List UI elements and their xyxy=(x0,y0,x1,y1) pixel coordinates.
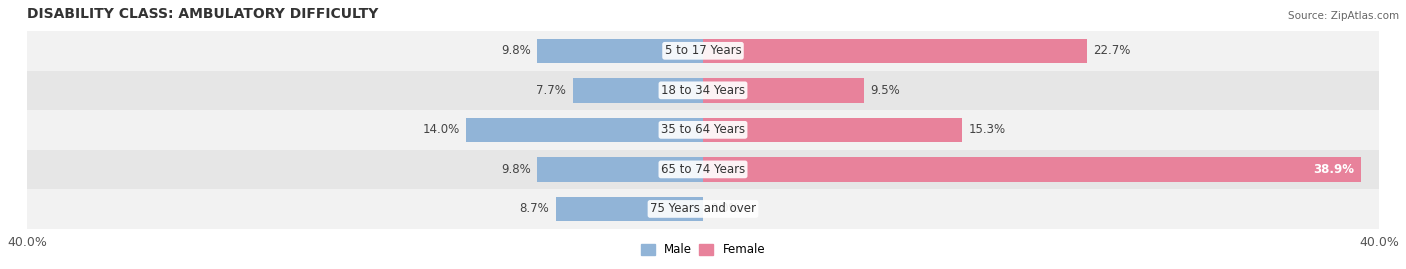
Bar xyxy=(572,78,703,102)
Text: 14.0%: 14.0% xyxy=(422,123,460,136)
Bar xyxy=(27,31,1379,70)
Text: 9.8%: 9.8% xyxy=(501,163,530,176)
Text: 18 to 34 Years: 18 to 34 Years xyxy=(661,84,745,97)
Text: 15.3%: 15.3% xyxy=(969,123,1005,136)
Bar xyxy=(467,118,703,142)
Text: 65 to 74 Years: 65 to 74 Years xyxy=(661,163,745,176)
Bar xyxy=(27,110,1379,150)
Bar xyxy=(27,189,1379,229)
Bar xyxy=(537,38,703,63)
Text: 22.7%: 22.7% xyxy=(1094,44,1130,57)
Bar xyxy=(703,157,1361,182)
Bar xyxy=(703,78,863,102)
Bar xyxy=(27,150,1379,189)
Bar xyxy=(703,118,962,142)
Text: 9.5%: 9.5% xyxy=(870,84,900,97)
Text: DISABILITY CLASS: AMBULATORY DIFFICULTY: DISABILITY CLASS: AMBULATORY DIFFICULTY xyxy=(27,7,378,21)
Text: 5 to 17 Years: 5 to 17 Years xyxy=(665,44,741,57)
Text: 8.7%: 8.7% xyxy=(519,203,550,215)
Bar xyxy=(537,157,703,182)
Text: 9.8%: 9.8% xyxy=(501,44,530,57)
Text: 7.7%: 7.7% xyxy=(536,84,567,97)
Bar xyxy=(703,38,1087,63)
Text: 0.0%: 0.0% xyxy=(710,203,740,215)
Text: 38.9%: 38.9% xyxy=(1313,163,1354,176)
Bar xyxy=(27,70,1379,110)
Bar xyxy=(555,197,703,221)
Text: 75 Years and over: 75 Years and over xyxy=(650,203,756,215)
Text: 35 to 64 Years: 35 to 64 Years xyxy=(661,123,745,136)
Text: Source: ZipAtlas.com: Source: ZipAtlas.com xyxy=(1288,11,1399,21)
Legend: Male, Female: Male, Female xyxy=(636,239,770,261)
